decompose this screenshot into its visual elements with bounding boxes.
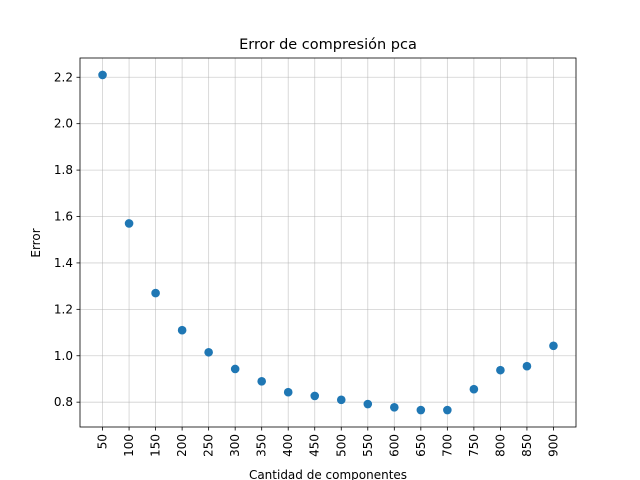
y-tick-label: 1.2 xyxy=(54,302,73,316)
x-tick-label: 800 xyxy=(493,434,507,457)
x-tick-label: 50 xyxy=(96,434,110,449)
x-tick-label: 650 xyxy=(414,434,428,457)
y-tick-label: 1.6 xyxy=(54,210,73,224)
data-point xyxy=(283,387,293,397)
y-tick-label: 1.4 xyxy=(54,256,73,270)
y-axis-label: Error xyxy=(29,228,43,257)
x-tick-label: 750 xyxy=(467,434,481,457)
x-tick-label: 150 xyxy=(149,434,163,457)
data-point xyxy=(443,405,452,415)
data-points xyxy=(98,70,558,415)
data-point xyxy=(469,384,479,394)
data-point xyxy=(416,405,426,415)
data-point xyxy=(496,365,505,375)
x-tick-label: 600 xyxy=(387,434,401,457)
data-point xyxy=(257,376,266,386)
x-tick-label: 300 xyxy=(228,434,242,457)
grid-lines xyxy=(80,58,576,427)
data-point xyxy=(390,402,399,412)
y-tick-label: 2.0 xyxy=(54,117,73,131)
x-tick-label: 450 xyxy=(308,434,322,457)
data-point xyxy=(230,364,240,374)
x-tick-label: 500 xyxy=(334,434,348,457)
y-axis-ticks: 0.8 1.0 1.2 1.4 1.6 1.8 2.0 2.2 xyxy=(54,70,80,409)
x-tick-label: 550 xyxy=(361,434,375,457)
x-tick-label: 250 xyxy=(202,434,216,457)
data-point xyxy=(151,288,160,298)
plot-area-frame xyxy=(79,57,577,428)
y-tick-label: 1.0 xyxy=(54,349,73,363)
x-tick-label: 400 xyxy=(281,434,295,457)
data-point xyxy=(549,341,558,351)
data-point xyxy=(522,361,532,371)
data-point xyxy=(124,219,134,228)
data-point xyxy=(363,399,373,409)
x-tick-label: 700 xyxy=(440,434,454,457)
x-tick-label: 200 xyxy=(175,434,189,457)
x-axis-ticks: 50 100 150 200 250 300 350 400 450 500 550 600 650 70… xyxy=(96,427,560,457)
x-axis-label: Cantidad de componentes xyxy=(249,468,407,480)
y-tick-label: 1.8 xyxy=(54,163,73,177)
x-tick-label: 900 xyxy=(546,434,560,457)
data-point xyxy=(310,391,320,401)
data-point xyxy=(177,325,187,335)
data-point xyxy=(336,395,346,405)
data-point xyxy=(204,347,213,357)
y-tick-label: 0.8 xyxy=(54,395,73,409)
chart-title: Error de compresión pca xyxy=(239,37,417,53)
data-point xyxy=(98,70,107,80)
x-tick-label: 100 xyxy=(122,434,136,457)
x-tick-label: 850 xyxy=(520,434,534,457)
x-tick-label: 350 xyxy=(255,434,269,457)
y-tick-label: 2.2 xyxy=(54,70,73,84)
